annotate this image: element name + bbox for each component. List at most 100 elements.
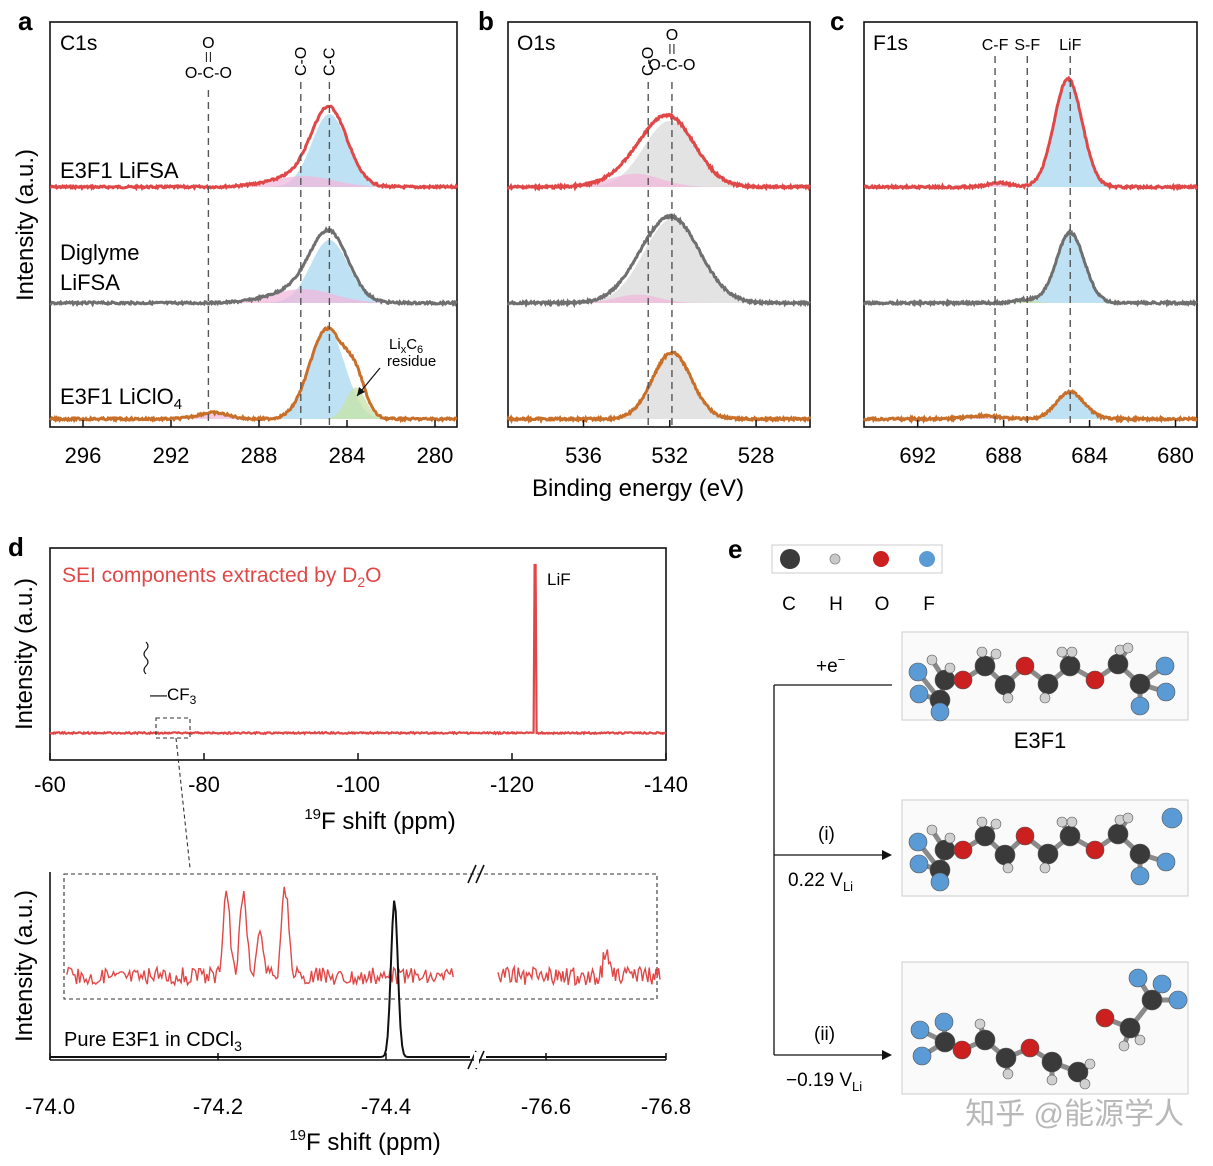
- e3f1-atom-f-13: [1155, 656, 1175, 676]
- reference-label-a-2: C-C: [321, 48, 338, 76]
- e3f1-atom-h-24: [1056, 646, 1068, 658]
- tick-label-d-0: -60: [34, 772, 66, 797]
- e3f1-atom-f-0: [908, 662, 928, 682]
- legend-c: C: [782, 594, 796, 615]
- series-label-pure-e3f1: Pure E3F1 in CDCl3: [64, 1029, 242, 1054]
- component-fill-b-1-0: [508, 219, 810, 303]
- step-ii-atom-h-22: [1134, 1034, 1146, 1046]
- component-fill-c-1-0: [864, 232, 1197, 303]
- inset-sei-line-left: [66, 886, 454, 987]
- step-ii-atom-h-21: [1118, 1040, 1130, 1052]
- tick-label-b-2: 528: [738, 443, 775, 468]
- step-ii-atom-c-12: [1141, 989, 1163, 1011]
- component-fill-a-0-0: [50, 114, 457, 187]
- spectrum-line-c-0: [863, 75, 1198, 192]
- tick-label-d2-1: -74.2: [193, 1094, 243, 1119]
- component-fill-b-1-1: [508, 294, 810, 303]
- step-ii-atom-h-19: [1084, 1058, 1096, 1070]
- axis-break-gap: [474, 1052, 479, 1068]
- step-i-atom-h-25: [1122, 812, 1134, 824]
- panel-b-xlabel: Binding energy (eV): [532, 475, 744, 502]
- step-i-atom-h-19: [990, 818, 1002, 830]
- step-ii-atom-f-0: [910, 1020, 930, 1040]
- step-i-atom-f-13: [1156, 852, 1176, 872]
- step-potential-i: 0.22 VLi: [788, 870, 853, 894]
- e3f1-atom-o-7: [1015, 656, 1035, 676]
- spectrum-line-a-2: [49, 325, 458, 424]
- arrowhead-ii: [882, 1050, 892, 1060]
- tick-label-d-2: -100: [336, 772, 380, 797]
- atom-legend-box: [771, 544, 943, 574]
- panel-d-nmr: SEI components extracted by D2O -60 -80 -1…: [11, 547, 688, 869]
- tick-label-d2-0: -74.0: [25, 1094, 75, 1119]
- tick-label-d-1: -80: [188, 772, 220, 797]
- series-label-diglyme: Diglyme: [60, 240, 139, 265]
- step-i-atom-c-3: [934, 839, 956, 861]
- step-i-atom-h-18: [976, 816, 988, 828]
- tick-label-a-2: 288: [241, 443, 278, 468]
- step-i-atom-f-0: [908, 832, 928, 852]
- component-fill-b-2-0: [508, 352, 810, 419]
- panel-label-d: d: [8, 532, 24, 562]
- tick-label-a-3: 284: [329, 443, 366, 468]
- e3f1-atom-c-5: [974, 655, 996, 677]
- step-ii-atom-f-13: [1128, 968, 1148, 988]
- e3f1-atom-c-12: [1129, 673, 1151, 695]
- peak-label-cf3: —CF3: [150, 685, 197, 707]
- panel-e-reduction: C H O F +e− (i) 0.22 VLi (ii) −0.19 VLi …: [771, 544, 1189, 1095]
- step-i-atom-c-12: [1129, 843, 1151, 865]
- tick-label-c-1: 688: [985, 443, 1022, 468]
- e3f1-atom-f-16: [930, 702, 950, 722]
- step-i-atom-o-4: [953, 840, 973, 860]
- step-i-atom-c-9: [1059, 825, 1081, 847]
- e3f1-atom-c-9: [1059, 655, 1081, 677]
- series-label-lifsa: LiFSA: [60, 270, 120, 295]
- axis-break-mark-0: [467, 864, 477, 884]
- step-ii-atom-h-17: [1002, 1068, 1014, 1080]
- step-ii-atom-f-1: [912, 1046, 932, 1066]
- carbonate-label-core: O-C-O: [648, 57, 695, 74]
- reference-label-c-1: S-F: [1014, 37, 1040, 54]
- step-i-atom-f-1: [909, 854, 929, 874]
- inset-sei-line-right: [497, 949, 661, 987]
- tick-label-b-0: 536: [565, 443, 602, 468]
- step-i-atom-c-8: [1037, 843, 1059, 865]
- e3f1-atom-h-17: [926, 654, 938, 666]
- zoom-box: [155, 717, 191, 739]
- tick-label-a-4: 280: [417, 443, 454, 468]
- tick-label-a-1: 292: [153, 443, 190, 468]
- tick-label-d2-4: -76.8: [641, 1094, 691, 1119]
- panel-c-title: F1s: [873, 32, 908, 55]
- step-ii-atom-h-16: [974, 1018, 986, 1030]
- molecule-name-e3f1: E3F1: [1014, 728, 1067, 753]
- step-ii-atom-h-18: [1046, 1074, 1058, 1086]
- e3f1-atom-c-6: [994, 674, 1016, 696]
- e3f1-atom-h-22: [1039, 692, 1051, 704]
- annotation-lixc6: LixC6: [389, 336, 423, 356]
- panel-a-ylabel: Intensity (a.u.): [12, 149, 39, 301]
- step-ii-atom-c-11: [1119, 1017, 1141, 1039]
- step-ii-atom-c-8: [1067, 1061, 1089, 1083]
- panel-label-c: c: [830, 6, 844, 36]
- e3f1-atom-c-3: [934, 669, 956, 691]
- step-i-atom-o-7: [1015, 826, 1035, 846]
- e3f1-atom-h-23: [1066, 646, 1078, 658]
- tick-label-c-0: 692: [899, 443, 936, 468]
- panel-a-frame: [49, 21, 458, 428]
- component-fill-c-0-0: [864, 79, 1197, 187]
- reference-label-c-2: LiF: [1059, 37, 1081, 54]
- fluorine-atom-icon: [919, 551, 935, 567]
- e3f1-atom-f-1: [909, 684, 929, 704]
- tick-label-c-3: 680: [1157, 443, 1194, 468]
- step-ii-atom-h-20: [1079, 1078, 1091, 1090]
- inset-zoom-frame: [63, 873, 658, 1000]
- carbonate-label-core: O-C-O: [185, 65, 232, 82]
- annotation-residue: residue: [387, 353, 436, 370]
- carbonate-label-o-top: O: [666, 27, 678, 44]
- spectrum-line-a-1: [49, 226, 458, 308]
- e3f1-atom-h-18: [944, 662, 956, 674]
- tick-label-b-1: 532: [651, 443, 688, 468]
- step-ii-atom-c-5: [995, 1047, 1017, 1069]
- e3f1-atom-f-14: [1156, 682, 1176, 702]
- step-label-electron: +e−: [816, 652, 845, 677]
